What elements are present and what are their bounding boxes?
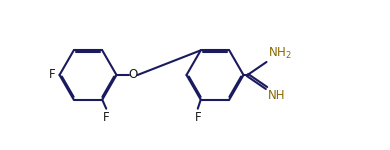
Text: O: O	[128, 69, 138, 81]
Text: NH: NH	[268, 89, 285, 102]
Text: NH$_2$: NH$_2$	[268, 46, 291, 61]
Text: F: F	[103, 111, 110, 124]
Text: F: F	[195, 111, 201, 124]
Text: F: F	[49, 69, 55, 81]
